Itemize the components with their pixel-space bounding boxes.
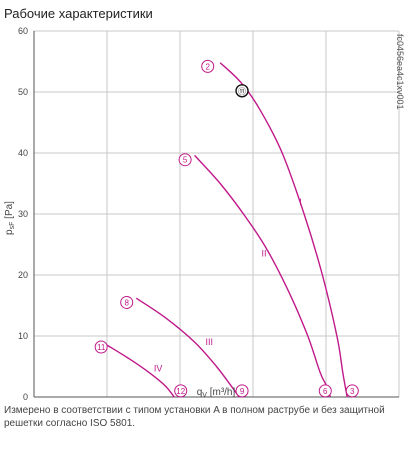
marker-circle	[235, 384, 249, 398]
operating-point-marker: 9	[235, 384, 249, 398]
chart-title: Рабочие характеристики	[4, 6, 153, 21]
curve-III	[135, 297, 240, 398]
operating-point-marker: 6	[318, 384, 332, 398]
operating-point-marker: 5	[178, 153, 192, 167]
y-tick-label: 60	[18, 26, 28, 36]
curve-label-IV: IV	[154, 363, 163, 373]
y-axis-label: psF [Pa]	[4, 201, 16, 235]
y-tick-label: 20	[18, 270, 28, 280]
marker-circle	[235, 84, 249, 98]
operating-point-marker: 11	[94, 340, 108, 354]
operating-point-marker: ⑪	[235, 84, 249, 98]
marker-label: 2	[206, 62, 211, 71]
curve-I	[219, 62, 348, 398]
marker-circle	[174, 384, 188, 398]
chart-ticks: 01.0002.0003.0004.0005.0000102030405060	[18, 26, 28, 400]
marker-label: 5	[183, 156, 188, 165]
y-tick-label: 0	[23, 392, 28, 400]
marker-circle	[345, 384, 359, 398]
chart-grid	[33, 30, 400, 398]
side-code-label: fc0456ea4c1xv001	[395, 34, 405, 110]
marker-circle	[94, 340, 108, 354]
marker-circle	[201, 59, 215, 73]
operating-point-marker: 12	[174, 384, 188, 398]
marker-circle	[120, 295, 134, 309]
curve-label-I: I	[299, 197, 302, 207]
curve-label-III: III	[205, 337, 213, 347]
measurement-footnote: Измерено в соответствии с типом установк…	[4, 405, 385, 429]
operating-point-marker: 2	[201, 59, 215, 73]
marker-circle	[318, 384, 332, 398]
y-tick-label: 10	[18, 331, 28, 341]
operating-point-marker: 3	[345, 384, 359, 398]
marker-label: 6	[323, 387, 328, 396]
marker-label: 8	[124, 298, 129, 307]
marker-label: 3	[350, 387, 355, 396]
marker-label: ⑪	[238, 87, 246, 96]
x-axis-label: qV [m³/h]	[197, 387, 236, 399]
curve-IV	[106, 344, 175, 398]
marker-circle	[178, 153, 192, 167]
curve-label-II: II	[261, 249, 266, 259]
marker-label: 11	[97, 343, 106, 352]
curve-II	[194, 154, 332, 398]
y-tick-label: 40	[18, 148, 28, 158]
marker-label: 12	[176, 387, 185, 396]
y-tick-label: 50	[18, 87, 28, 97]
operating-point-marker: 8	[120, 295, 134, 309]
marker-label: 9	[240, 387, 245, 396]
y-tick-label: 30	[18, 209, 28, 219]
chart-markers: 2 ⑪ 5 8 11 12 9 6 3	[94, 59, 359, 398]
